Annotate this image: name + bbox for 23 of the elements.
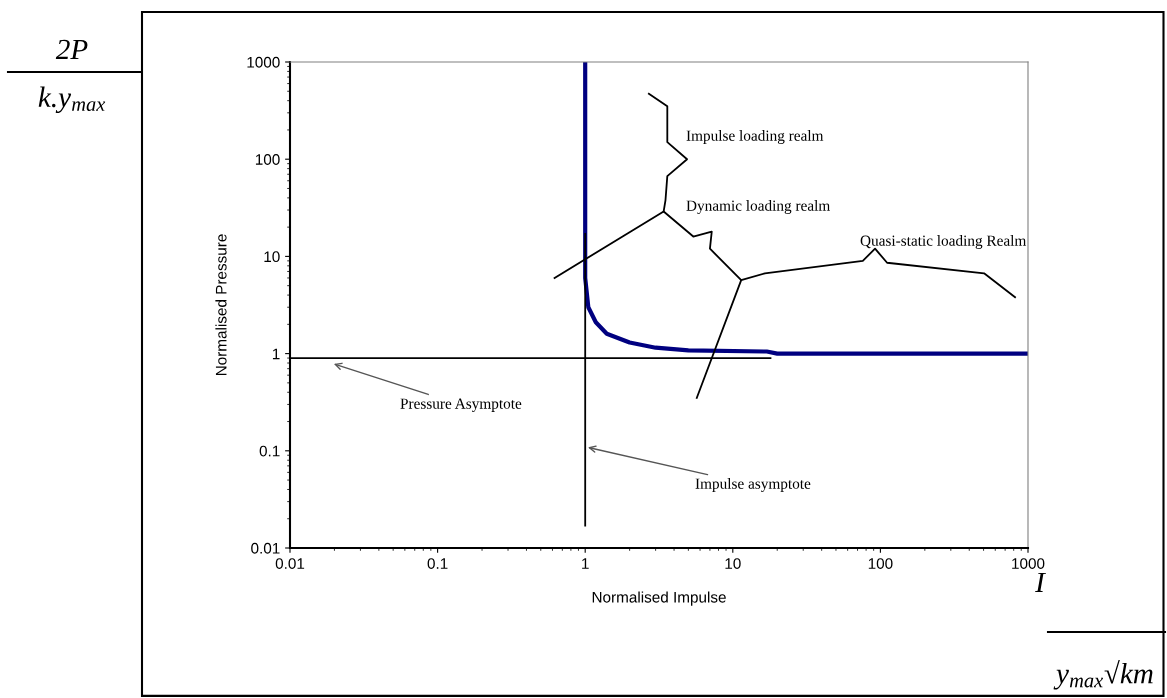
y-tick-label: 1000 [247,56,280,68]
x-tick-label: 1 [582,558,589,569]
annotation: Quasi-static loading Realm [860,235,1027,249]
annotation: Impulse loading realm [686,130,824,144]
x-tick-label: 0.1 [427,558,448,569]
x-axis-title: Normalised Impulse [592,591,726,606]
x-tick-label: 100 [868,558,893,569]
text: y$_{max}$√km [1053,660,1153,690]
annotation: Pressure Asymptote [400,398,522,412]
y-axis-title: Normalised Pressure [215,234,227,376]
text: 2P [55,39,88,60]
y-tick-label: 0.01 [251,542,280,554]
x-tick-label: 10 [725,558,741,569]
text: k.y$_{max}$ [38,86,106,114]
y-tick-label: 1 [272,348,280,360]
x-tick-label: 1000 [1012,558,1045,569]
annotation: Dynamic loading realm [686,200,830,214]
y-tick-label: 0.1 [259,445,280,457]
y-tick-label: 10 [264,251,280,263]
annotation: Impulse asymptote [695,478,811,492]
text: I [1035,572,1046,593]
y-tick-label: 100 [255,154,280,165]
x-tick-label: 0.01 [275,558,305,569]
